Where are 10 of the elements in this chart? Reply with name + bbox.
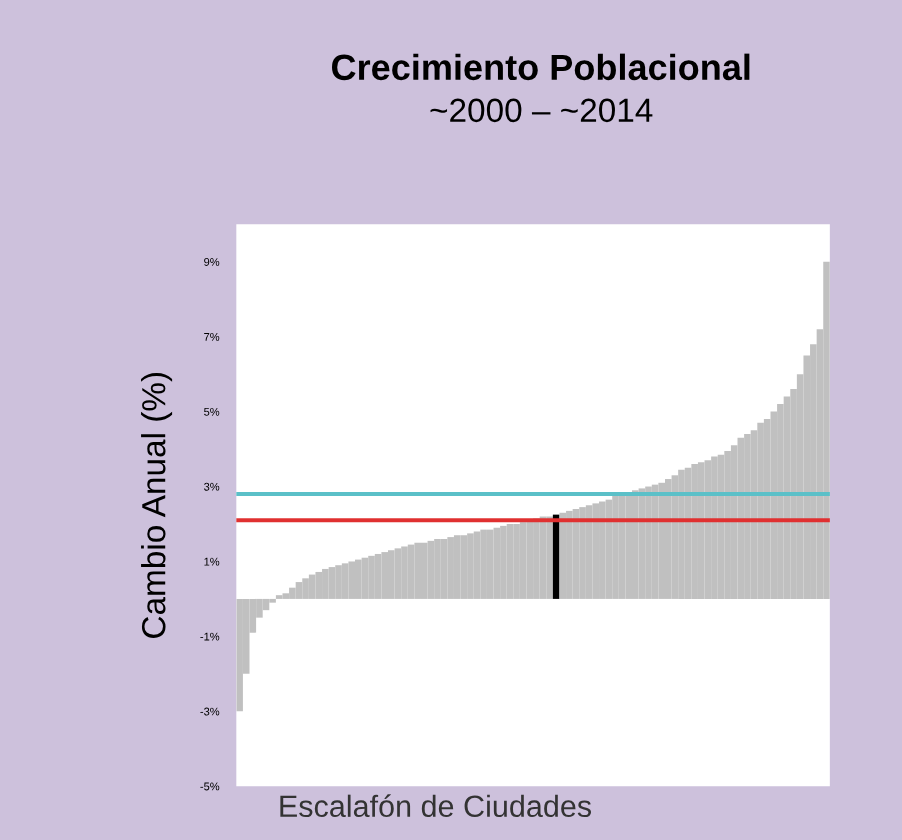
x-axis-title: Escalafón de Ciudades <box>280 794 592 818</box>
bar <box>282 593 290 599</box>
bar <box>289 587 296 599</box>
chart-title: Crecimiento Poblacional <box>332 53 750 81</box>
bar <box>236 598 243 712</box>
bar <box>295 582 303 599</box>
chart-subtitle: ~2000 – ~2014 <box>430 98 653 123</box>
y-axis-title: Cambio Anual (%) <box>141 373 173 638</box>
bar <box>559 512 567 599</box>
bar <box>546 516 553 599</box>
